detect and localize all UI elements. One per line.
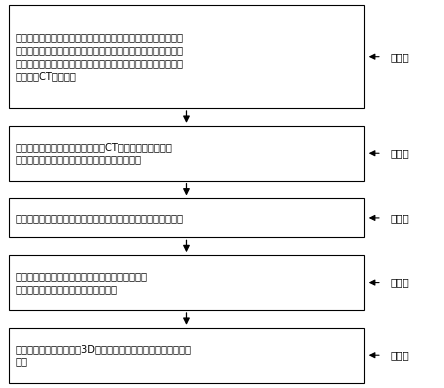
- Text: 步骤二: 步骤二: [391, 148, 409, 158]
- FancyBboxPatch shape: [9, 126, 364, 181]
- FancyBboxPatch shape: [9, 328, 364, 383]
- Text: 步骤三: 步骤三: [391, 213, 409, 223]
- Text: 将设计好的导板模型进行3D打印，得到辅助肝脏穿刺操作的导板
成品: 将设计好的导板模型进行3D打印，得到辅助肝脏穿刺操作的导板 成品: [16, 344, 191, 367]
- Text: 通过用于辅助肝脏穿刺操作的定位床将患者固定在定位床上，在
胸腔皮肤上通过标记一组定位点的方式标记出肝脏位置，并将定
位点以凸起的形式显示，然后获得胸腔皮肤上带有: 通过用于辅助肝脏穿刺操作的定位床将患者固定在定位床上，在 胸腔皮肤上通过标记一组…: [16, 33, 183, 81]
- Text: 步骤五: 步骤五: [391, 350, 409, 360]
- FancyBboxPatch shape: [9, 198, 364, 237]
- Text: 利用步骤一获得的带有定位点组的CT扫描数据进行肝脏及
周围血管、脏器、骨骼、皮肤的三维模型的重构: 利用步骤一获得的带有定位点组的CT扫描数据进行肝脏及 周围血管、脏器、骨骼、皮肤…: [16, 142, 172, 165]
- Text: 步骤一: 步骤一: [391, 52, 409, 62]
- Text: 步骤四: 步骤四: [391, 277, 409, 288]
- Text: 在步骤二获得的三维模型中模拟肝脏穿刺，确定针道的设计方案: 在步骤二获得的三维模型中模拟肝脏穿刺，确定针道的设计方案: [16, 213, 183, 223]
- Text: 利用步骤三确定的针道方案以及皮肤上定位点组，
设计带有穿刺针道以及定位点组的导板: 利用步骤三确定的针道方案以及皮肤上定位点组， 设计带有穿刺针道以及定位点组的导板: [16, 271, 147, 294]
- FancyBboxPatch shape: [9, 255, 364, 310]
- FancyBboxPatch shape: [9, 5, 364, 108]
